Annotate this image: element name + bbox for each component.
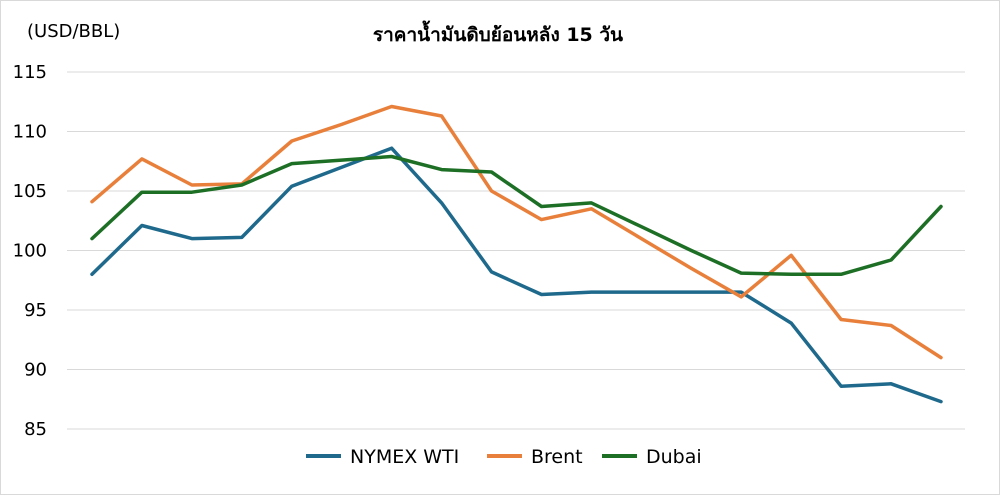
chart-title: ราคาน้ำมันดิบย้อนหลัง 15 วัน	[373, 20, 623, 46]
ytick-label-85: 85	[24, 419, 47, 440]
legend-label: Dubai	[646, 446, 702, 468]
legend-item-brent: Brent	[487, 446, 583, 468]
legend-item-dubai: Dubai	[602, 446, 702, 468]
y-axis-label: (USD/BBL)	[27, 21, 120, 42]
legend: NYMEX WTI Brent Dubai	[306, 446, 702, 468]
ytick-label-95: 95	[24, 300, 47, 321]
y-axis-ticks: 85 90 95 100 105 110 115	[13, 62, 47, 440]
ytick-label-105: 105	[13, 181, 47, 202]
legend-label: NYMEX WTI	[350, 446, 459, 468]
ytick-label-90: 90	[24, 360, 47, 381]
ytick-label-100: 100	[13, 241, 47, 262]
ytick-label-110: 110	[13, 122, 47, 143]
series-lines	[90, 104, 943, 404]
legend-label: Brent	[531, 446, 583, 468]
grid-lines	[67, 71, 965, 430]
series-line-nymex-wti	[90, 146, 943, 404]
series-line-brent	[90, 104, 943, 360]
series-line-dubai	[90, 154, 943, 277]
legend-item-nymex-wti: NYMEX WTI	[306, 446, 459, 468]
ytick-label-115: 115	[13, 62, 47, 83]
